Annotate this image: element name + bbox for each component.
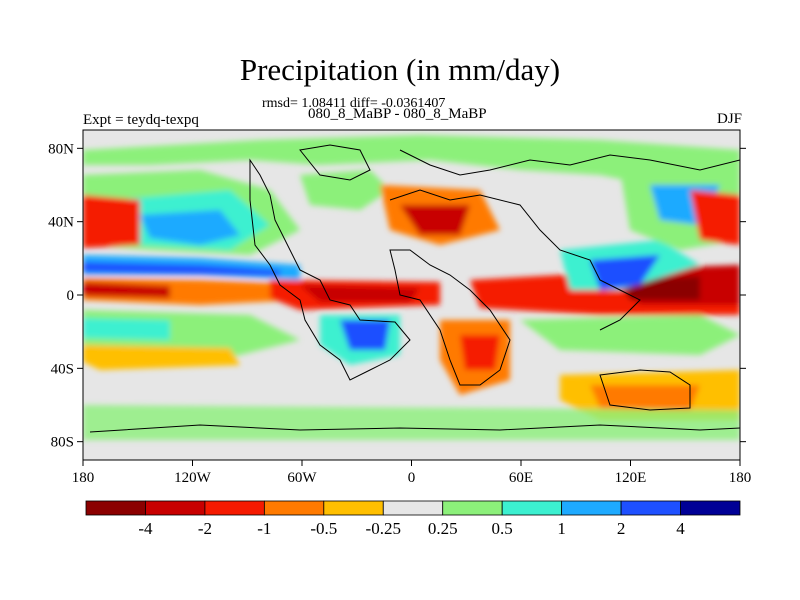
- plot-subtitle: 080_8_MaBP - 080_8_MaBP: [308, 106, 487, 122]
- x-tick-label: 60E: [509, 470, 533, 486]
- x-tick-label: 60W: [287, 470, 317, 486]
- equatorial-pacific-core: [83, 282, 170, 298]
- x-tick-label: 180: [72, 470, 95, 486]
- equatorial-atlantic-core: [300, 285, 420, 302]
- coastlines: [89, 144, 740, 433]
- colorbar-swatch: [620, 500, 681, 516]
- north-atlantic-positive: [300, 170, 390, 210]
- antarctic-positive: [83, 405, 740, 440]
- colorbar-label: 0.25: [428, 519, 458, 538]
- west-edge-negative: [83, 195, 140, 248]
- map-field: [83, 130, 740, 460]
- x-tick-label: 120E: [615, 470, 647, 486]
- colorbar-label: 0.5: [492, 519, 513, 538]
- colorbar-label: -4: [138, 519, 153, 538]
- north-pacific-east-negative: [690, 190, 740, 245]
- y-tick-label: 80N: [48, 141, 74, 157]
- colorbar-swatch: [382, 500, 444, 516]
- arctic-positive-band: [83, 135, 740, 185]
- colorbar-swatch: [680, 500, 741, 516]
- colorbar-label: 4: [676, 519, 685, 538]
- colorbar-label: -0.5: [310, 519, 337, 538]
- colorbar-label: -1: [257, 519, 271, 538]
- south-america-core: [340, 320, 390, 350]
- x-tick-label: 0: [408, 470, 416, 486]
- colorbar-swatch: [442, 500, 503, 516]
- colorbar-label: 1: [557, 519, 566, 538]
- colorbar-swatch: [145, 500, 206, 516]
- asian-monsoon-core: [590, 255, 660, 290]
- x-tick-label: 120W: [174, 470, 212, 486]
- north-pacific-blue: [140, 210, 240, 245]
- x-tick-label: 180: [729, 470, 752, 486]
- x-axis: 180 120W 60W 0 60E 120E 180: [72, 460, 752, 486]
- experiment-label: Expt = teydq-texpq: [83, 112, 199, 128]
- colorbar-label: -0.25: [366, 519, 401, 538]
- colorbar-swatch: [204, 500, 265, 516]
- plot-title: Precipitation (in mm/day): [239, 52, 561, 87]
- y-tick-label: 40N: [48, 215, 74, 231]
- season-label: DJF: [716, 111, 742, 127]
- y-tick-label: 40S: [51, 361, 74, 377]
- south-indian-positive: [520, 315, 740, 355]
- y-axis: 80N 40N 0 40S 80S: [48, 141, 746, 451]
- south-pacific-weak-negative: [83, 345, 240, 370]
- itcz-north-pacific-core: [83, 262, 280, 276]
- colorbar-swatch: [85, 500, 146, 516]
- colorbar-label: -2: [198, 519, 212, 538]
- southern-ocean-core: [590, 385, 700, 410]
- colorbar-swatch: [501, 500, 563, 516]
- mediterranean-core: [400, 205, 470, 235]
- south-pacific-cyan: [83, 318, 170, 340]
- colorbar-swatch: [263, 500, 325, 516]
- y-tick-label: 0: [67, 288, 75, 304]
- stats-line: rmsd= 1.08411 diff= -0.0361407: [262, 96, 446, 111]
- colorbar: -4 -2 -1 -0.5 -0.25 0.25 0.5 1 2 4: [85, 500, 741, 538]
- colorbar-label: 2: [617, 519, 626, 538]
- southern-africa-core: [460, 335, 500, 370]
- colorbar-swatch: [323, 500, 384, 516]
- colorbar-swatch: [561, 500, 622, 516]
- y-tick-label: 80S: [51, 435, 74, 451]
